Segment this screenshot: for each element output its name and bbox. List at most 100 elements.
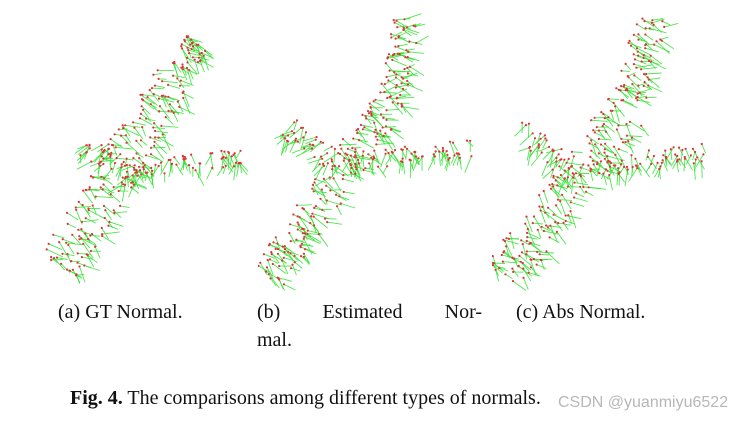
point xyxy=(386,96,389,100)
normal-line xyxy=(550,188,560,198)
normal-line xyxy=(549,237,560,244)
normal-line xyxy=(634,158,641,171)
point xyxy=(302,136,305,139)
point xyxy=(369,110,372,113)
point xyxy=(379,91,382,94)
point xyxy=(384,132,387,135)
point xyxy=(635,66,638,69)
normal-line xyxy=(396,20,412,30)
normal-line xyxy=(71,260,81,263)
point xyxy=(132,157,135,160)
point xyxy=(403,18,406,21)
normal-line xyxy=(272,263,287,275)
point xyxy=(283,137,286,140)
point xyxy=(602,112,605,116)
normal-line xyxy=(401,82,413,85)
normal-line xyxy=(295,148,313,158)
point xyxy=(78,238,81,241)
point xyxy=(224,164,227,167)
point xyxy=(323,164,326,167)
point xyxy=(394,76,397,79)
point xyxy=(669,148,672,151)
normal-line xyxy=(355,149,361,160)
point xyxy=(556,198,560,201)
normal-line xyxy=(182,97,191,114)
point xyxy=(125,163,128,167)
normal-line xyxy=(547,207,557,216)
normal-line xyxy=(537,229,542,239)
point xyxy=(361,113,364,116)
normal-line xyxy=(181,48,192,63)
normal-line xyxy=(285,141,289,153)
point xyxy=(117,128,120,131)
normal-line xyxy=(88,209,105,219)
normal-line xyxy=(139,117,153,126)
point xyxy=(168,103,172,106)
point xyxy=(604,168,607,171)
point xyxy=(267,273,270,276)
normal-line xyxy=(656,40,670,54)
point xyxy=(161,80,164,83)
point xyxy=(182,96,185,100)
point xyxy=(150,166,153,169)
normal-line xyxy=(280,138,286,156)
point xyxy=(302,255,305,258)
normal-line xyxy=(648,85,663,93)
point xyxy=(88,147,91,150)
point xyxy=(289,223,292,226)
normal-line xyxy=(303,256,310,265)
normal-line xyxy=(303,253,310,264)
point xyxy=(614,105,617,108)
normal-line xyxy=(566,162,584,166)
point xyxy=(660,39,663,42)
normal-line xyxy=(116,157,134,161)
normal-line xyxy=(538,194,545,209)
normal-line xyxy=(621,138,635,141)
point xyxy=(494,268,497,271)
normal-line xyxy=(492,255,497,267)
point xyxy=(125,157,128,160)
point xyxy=(142,165,145,169)
point xyxy=(357,127,360,131)
point xyxy=(329,189,332,192)
normal-line xyxy=(567,174,575,186)
point xyxy=(354,154,357,157)
point xyxy=(586,135,589,138)
normal-line xyxy=(301,144,313,155)
point xyxy=(191,56,194,59)
point xyxy=(331,168,334,171)
normal-line xyxy=(701,143,707,154)
point xyxy=(110,167,113,170)
point xyxy=(395,84,398,87)
point xyxy=(592,129,595,132)
point xyxy=(82,189,85,192)
normal-line xyxy=(278,279,284,290)
normal-line xyxy=(380,153,387,168)
normal-line xyxy=(413,23,422,27)
normal-line xyxy=(645,47,659,53)
point xyxy=(391,101,394,104)
point xyxy=(611,109,614,112)
normal-line xyxy=(162,134,171,151)
point xyxy=(609,109,612,112)
normal-line xyxy=(646,96,657,99)
normal-line xyxy=(101,235,116,245)
point xyxy=(663,25,666,28)
point xyxy=(651,19,654,22)
point xyxy=(653,43,656,46)
figure-caption-text: The comparisons among different types of… xyxy=(127,387,541,409)
normal-line xyxy=(90,144,102,152)
point xyxy=(511,256,514,259)
normal-line xyxy=(637,99,650,103)
normal-line xyxy=(176,78,185,88)
point xyxy=(558,165,561,168)
point xyxy=(102,162,105,166)
normal-line xyxy=(627,72,636,77)
normal-line xyxy=(523,277,529,290)
point xyxy=(311,183,315,186)
point xyxy=(128,164,131,167)
normal-line xyxy=(529,145,540,157)
normal-line xyxy=(654,44,671,53)
normal-line xyxy=(77,252,91,255)
point xyxy=(385,75,388,79)
